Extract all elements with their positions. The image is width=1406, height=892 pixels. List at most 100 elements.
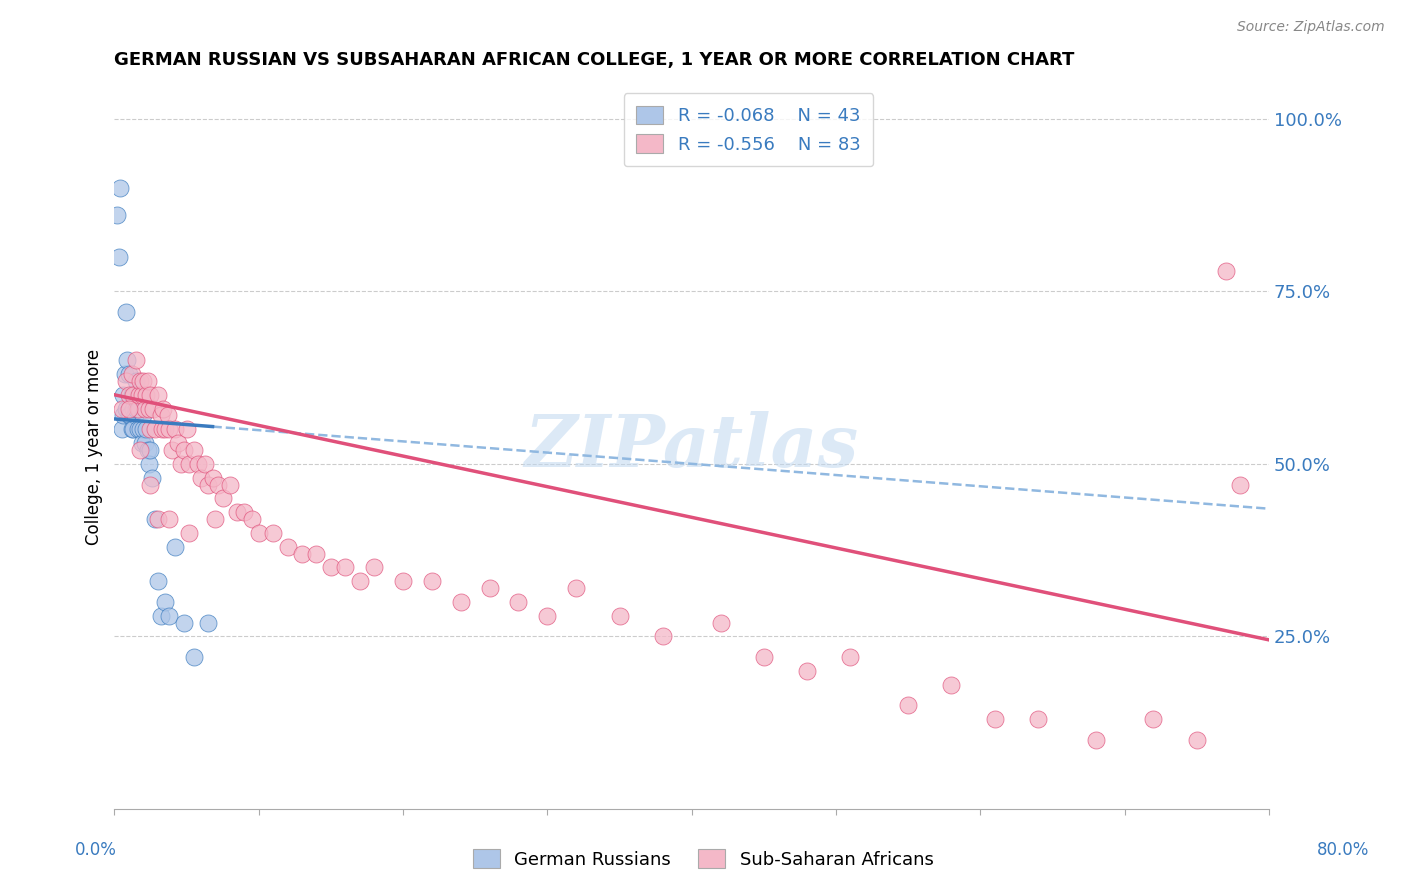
Point [132,422,155,436]
Point [108,180,131,194]
Point [127,422,149,436]
Point [111,401,134,416]
Point [194,457,217,471]
Point [187,457,209,471]
Point [651,629,673,643]
Point [183,650,205,665]
Point [112,409,135,423]
Point [839,650,862,665]
Point [121,367,143,381]
Point [149,409,172,423]
Point [1185,733,1208,747]
Point [129,388,152,402]
Point [319,560,342,574]
Point [796,664,818,678]
Point [363,560,385,574]
Point [211,491,233,506]
Point [143,422,166,436]
Point [247,525,270,540]
Point [115,374,138,388]
Point [173,443,195,458]
Point [139,388,162,402]
Point [335,560,357,574]
Point [120,409,142,423]
Point [277,540,299,554]
Point [153,422,176,436]
Point [136,374,159,388]
Point [139,422,162,436]
Y-axis label: College, 1 year or more: College, 1 year or more [86,349,103,545]
Point [197,477,219,491]
Point [536,608,558,623]
Point [149,608,172,623]
Point [157,608,180,623]
Point [138,401,160,416]
Point [392,574,415,589]
Point [115,401,138,416]
Point [136,443,159,458]
Point [115,305,138,319]
Point [1215,263,1237,277]
Point [190,470,212,484]
Point [150,422,173,436]
Point [127,388,149,402]
Point [111,422,134,436]
Point [139,477,162,491]
Point [226,505,249,519]
Point [139,443,162,458]
Point [132,409,155,423]
Point [207,477,229,491]
Point [450,595,472,609]
Point [1142,712,1164,726]
Point [118,388,141,402]
Point [153,595,176,609]
Point [118,367,141,381]
Point [1084,733,1107,747]
Point [134,436,156,450]
Point [233,505,256,519]
Point [197,615,219,630]
Point [176,422,198,436]
Point [134,401,156,416]
Point [1229,477,1251,491]
Point [305,547,328,561]
Text: Source: ZipAtlas.com: Source: ZipAtlas.com [1237,20,1385,34]
Point [218,477,240,491]
Point [125,401,148,416]
Point [897,698,920,713]
Point [112,388,135,402]
Point [107,250,129,264]
Point [135,422,157,436]
Point [129,443,152,458]
Point [157,422,180,436]
Point [204,512,226,526]
Point [709,615,731,630]
Point [142,401,165,416]
Point [240,512,263,526]
Point [156,409,179,423]
Point [163,422,186,436]
Point [146,512,169,526]
Point [508,595,530,609]
Point [983,712,1005,726]
Point [183,443,205,458]
Point [752,650,775,665]
Point [160,443,183,458]
Point [157,512,180,526]
Point [127,401,149,416]
Point [1026,712,1049,726]
Point [122,401,145,416]
Point [201,470,224,484]
Point [173,615,195,630]
Point [125,374,148,388]
Text: 80.0%: 80.0% [1316,840,1369,858]
Point [122,422,145,436]
Point [141,470,163,484]
Point [420,574,443,589]
Point [122,388,145,402]
Point [291,547,314,561]
Point [609,608,631,623]
Point [128,388,150,402]
Point [163,540,186,554]
Point [135,388,157,402]
